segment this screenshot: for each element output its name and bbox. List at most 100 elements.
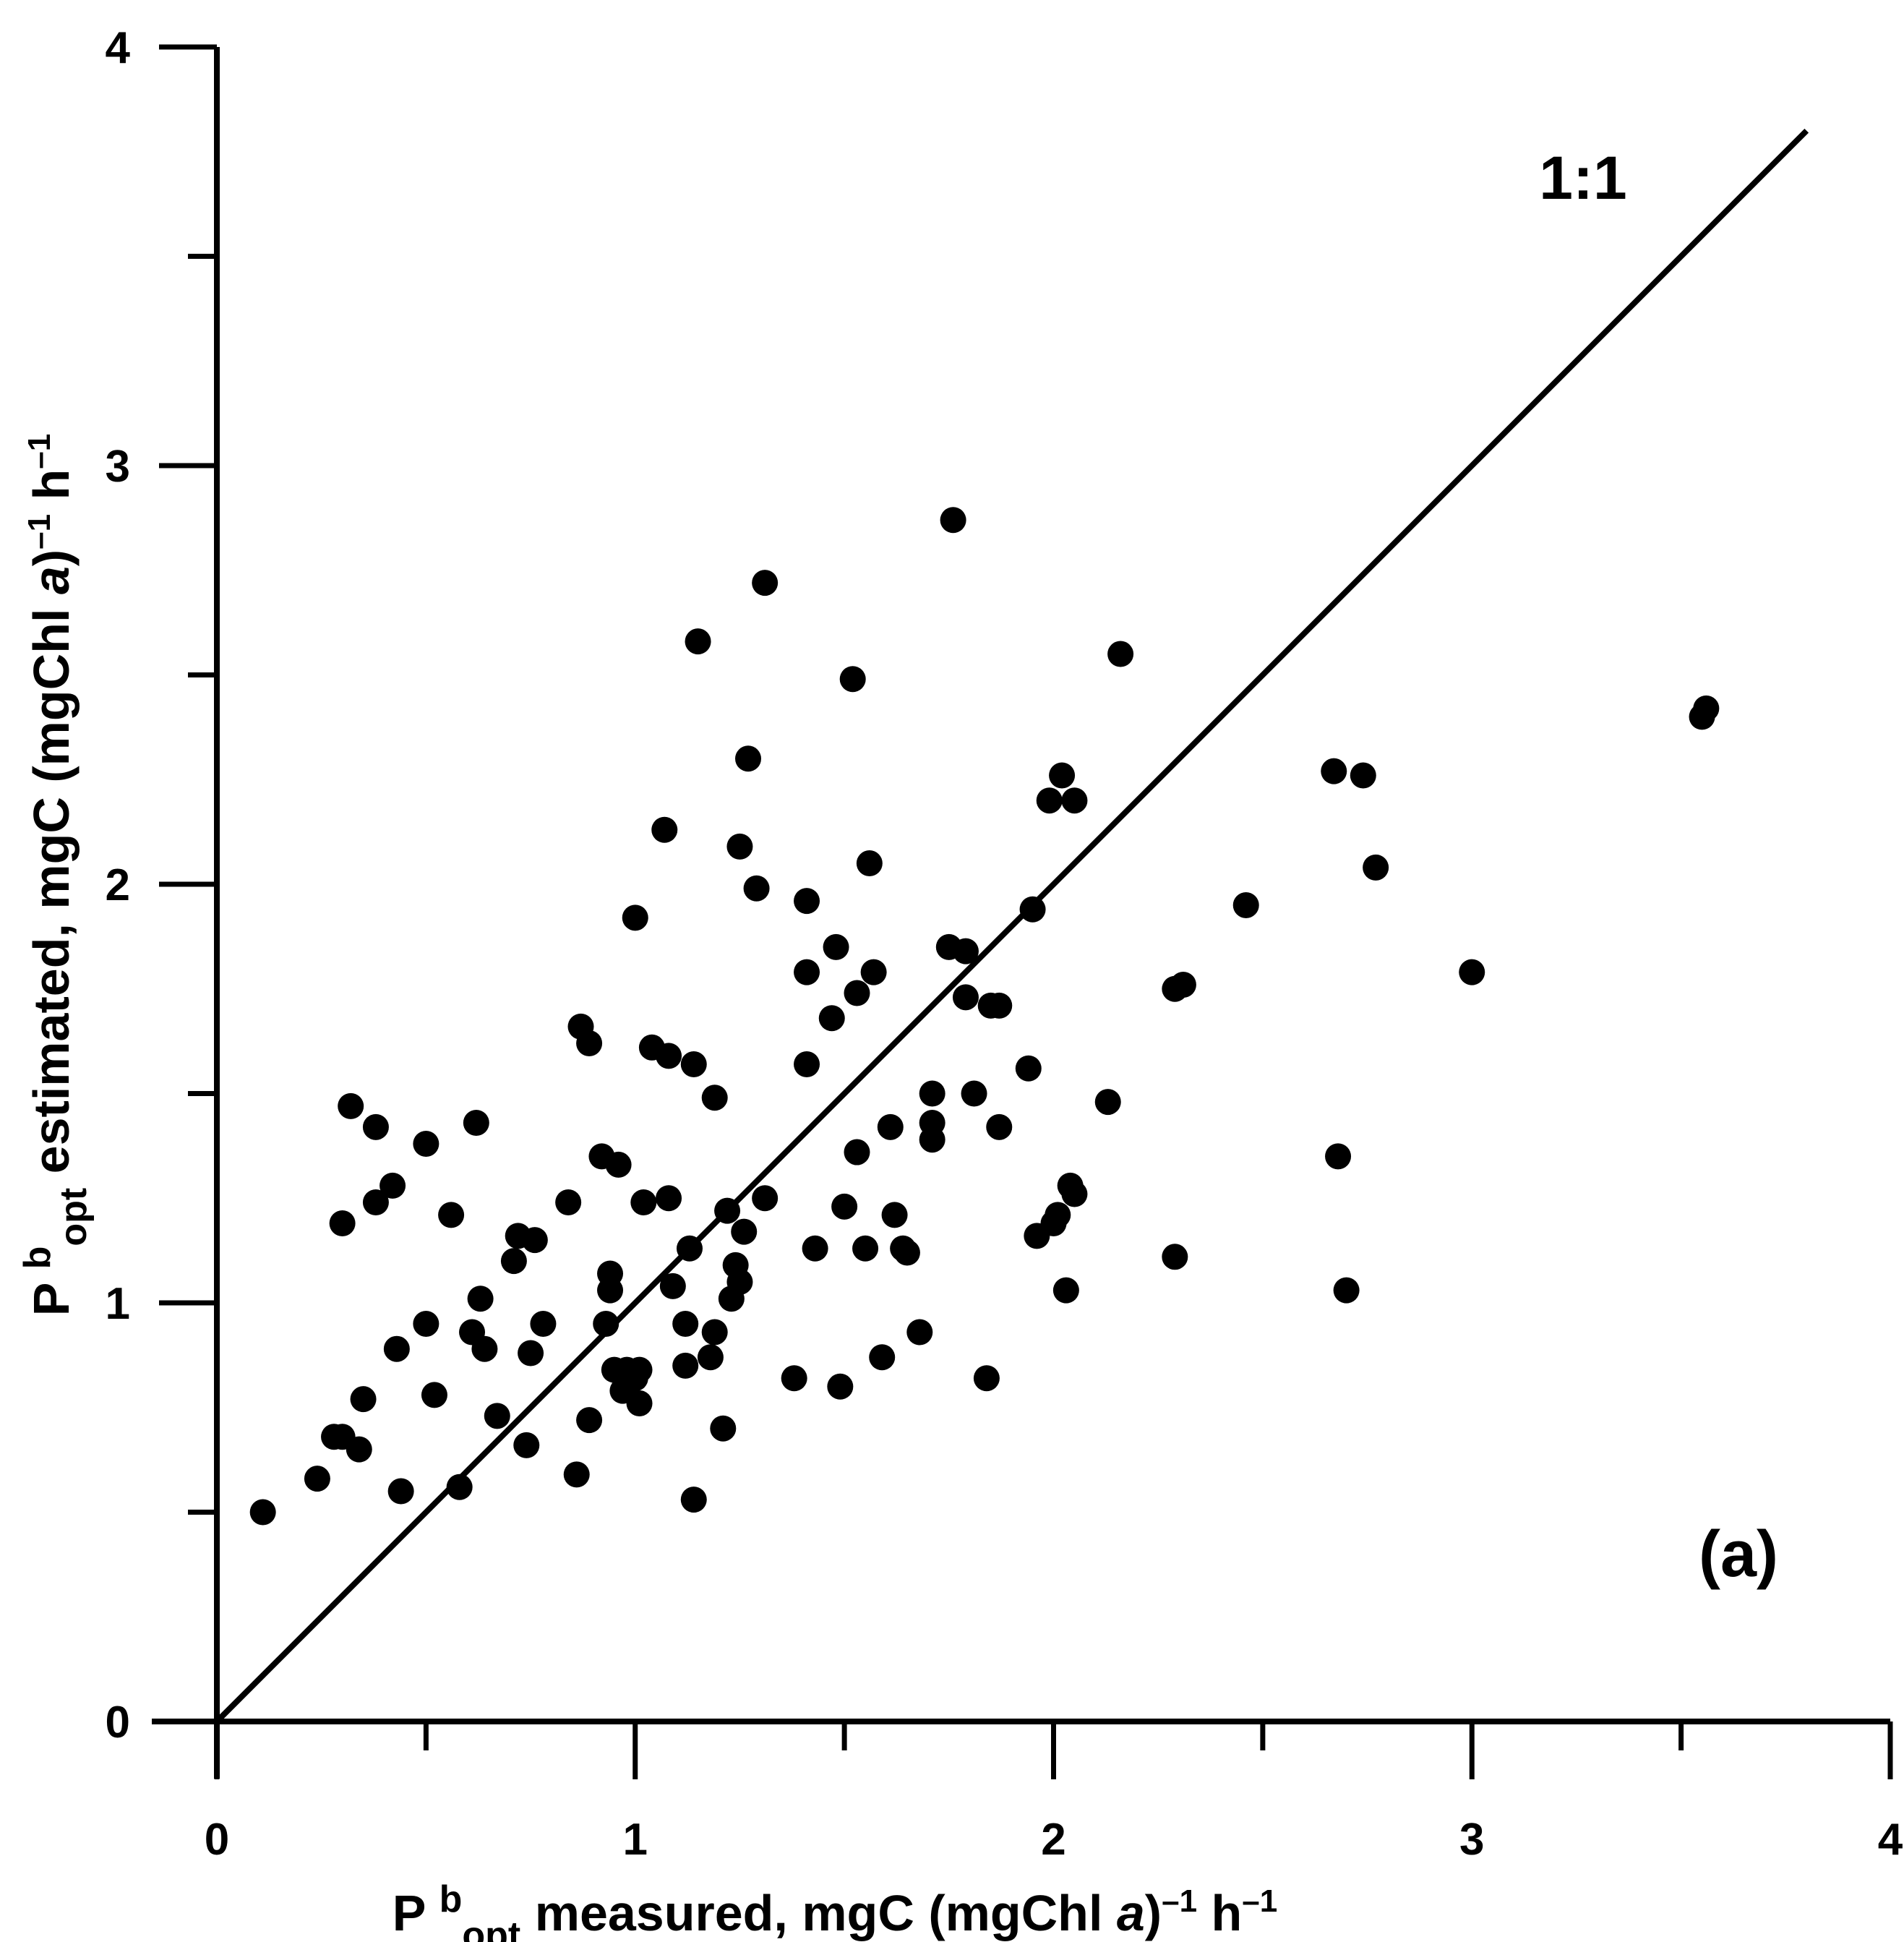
data-point (350, 1386, 377, 1413)
data-point (672, 1352, 699, 1379)
data-point (710, 1415, 737, 1442)
data-point (823, 933, 849, 960)
data-point (1459, 959, 1485, 985)
data-point (1321, 758, 1347, 784)
data-point (383, 1335, 410, 1362)
data-point (518, 1340, 544, 1366)
data-point (893, 1239, 920, 1266)
data-point (530, 1310, 557, 1337)
x-tick-label: 3 (1459, 1815, 1484, 1865)
data-point (1049, 762, 1076, 789)
data-point (521, 1227, 548, 1254)
data-point (906, 1319, 933, 1346)
data-point (576, 1407, 603, 1434)
data-point (463, 1110, 489, 1137)
data-point (387, 1478, 414, 1505)
data-point (831, 1193, 858, 1220)
data-point (1170, 971, 1196, 998)
data-point (1061, 787, 1088, 814)
data-point (731, 1218, 758, 1245)
data-point (446, 1473, 473, 1500)
y-axis-title: P bopt estimated, mgC (mgChl a)–1 h–1 (17, 434, 95, 1317)
data-point (500, 1248, 527, 1275)
plot-area (215, 128, 1809, 1724)
data-point (802, 1235, 828, 1262)
data-point (362, 1189, 389, 1216)
data-point (726, 833, 753, 860)
data-point (952, 938, 979, 964)
data-point (685, 628, 711, 655)
data-point (362, 1113, 389, 1140)
data-point (1107, 641, 1134, 667)
data-point (651, 816, 678, 843)
data-point (973, 1365, 1000, 1392)
data-point (1094, 1089, 1121, 1116)
data-point (735, 745, 762, 772)
x-tick-label: 0 (205, 1815, 229, 1865)
data-point (626, 1356, 653, 1383)
data-point (852, 1235, 879, 1262)
data-point (249, 1499, 276, 1526)
data-point (986, 1113, 1013, 1140)
data-point (656, 1043, 682, 1069)
data-point (1325, 1143, 1352, 1170)
data-point (379, 1172, 406, 1199)
data-point (869, 1344, 896, 1371)
data-point (1015, 1055, 1042, 1082)
data-point (676, 1235, 703, 1262)
data-point (726, 1269, 753, 1296)
x-tick-label: 1 (623, 1815, 648, 1865)
data-point (952, 984, 979, 1011)
data-point (1036, 787, 1063, 814)
data-point (781, 1365, 807, 1392)
data-point (697, 1344, 724, 1371)
data-point (940, 507, 966, 534)
data-point (597, 1277, 624, 1304)
x-tick-label: 2 (1041, 1815, 1065, 1865)
y-axis-ticks: 0 1 2 3 4 (106, 23, 217, 1748)
data-point (986, 992, 1013, 1019)
data-point (513, 1432, 540, 1458)
data-point (1162, 1244, 1188, 1270)
data-point (346, 1436, 372, 1463)
data-point (860, 959, 887, 985)
data-point (714, 1197, 741, 1224)
data-point (919, 1080, 945, 1107)
data-point (622, 904, 648, 931)
data-point (856, 850, 883, 877)
y-tick-label: 4 (106, 23, 131, 73)
data-point (413, 1130, 439, 1157)
one-to-one-line (215, 128, 1809, 1724)
data-point (593, 1310, 619, 1337)
data-point (672, 1310, 699, 1337)
data-point (1052, 1277, 1079, 1304)
panel-label: (a) (1699, 1518, 1778, 1591)
y-tick-label: 0 (106, 1698, 130, 1748)
data-point (881, 1202, 908, 1228)
data-point (1333, 1277, 1360, 1304)
data-point (1232, 891, 1259, 918)
data-point (844, 1139, 870, 1165)
data-point (626, 1390, 653, 1416)
data-point (329, 1210, 356, 1236)
data-point (680, 1487, 707, 1513)
data-point (484, 1403, 510, 1429)
data-point (338, 1092, 364, 1119)
x-tick-label: 4 (1878, 1815, 1903, 1865)
data-point (701, 1085, 728, 1111)
data-point (471, 1335, 498, 1362)
data-point (794, 888, 820, 915)
data-point (961, 1080, 987, 1107)
data-point (1045, 1202, 1071, 1228)
data-point (438, 1202, 465, 1228)
data-point (605, 1151, 632, 1178)
reference-line-label: 1:1 (1539, 144, 1626, 212)
data-point (1061, 1181, 1088, 1207)
y-tick-label: 3 (106, 442, 130, 492)
data-point (827, 1373, 854, 1400)
data-point (563, 1461, 590, 1488)
data-point (421, 1382, 447, 1408)
data-point (794, 959, 820, 985)
data-point (839, 666, 866, 693)
